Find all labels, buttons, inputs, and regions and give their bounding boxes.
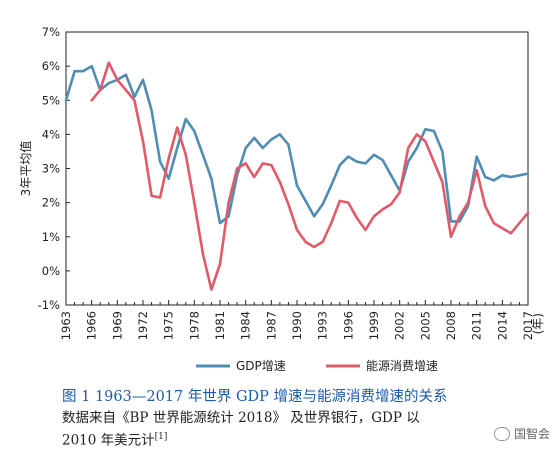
watermark-text: 国智会	[513, 427, 550, 441]
x-tick-label: 1984	[239, 311, 253, 340]
x-tick-label: 2002	[393, 311, 407, 340]
x-axis-unit-label: (年)	[531, 313, 545, 334]
plot-border	[65, 31, 529, 306]
y-tick-label: 6%	[42, 59, 60, 73]
x-tick-label: 1993	[316, 311, 330, 340]
x-tick-label: 1975	[162, 311, 176, 340]
legend: GDP增速 能源消费增速	[196, 359, 438, 373]
x-tick-label: 2005	[418, 311, 432, 340]
y-tick-label: -1%	[38, 298, 60, 312]
energy-growth-line	[90, 61, 530, 291]
gdp-growth-line	[64, 64, 530, 225]
x-tick-label: 1999	[367, 311, 381, 340]
y-axis-title: 3年平均值	[18, 141, 33, 197]
watermark: 国智会	[493, 425, 550, 442]
x-tick-label: 2014	[495, 311, 509, 340]
x-tick-label: 1963	[59, 311, 73, 340]
chat-bubble-icon	[493, 426, 510, 441]
x-tick-label: 1972	[136, 311, 150, 340]
x-tick-label: 1990	[290, 311, 304, 340]
source-note-line-1: 数据来自《BP 世界能源统计 2018》 及世界银行，GDP 以	[62, 410, 420, 426]
x-tick-label: 2017	[521, 311, 535, 340]
y-axis: -1% 0% 1% 2% 3% 4% 5% 6% 7%	[38, 25, 70, 312]
x-tick-label: 1978	[187, 311, 201, 340]
series-lines	[64, 61, 530, 291]
x-tick-label: 1981	[213, 311, 227, 340]
x-tick-label: 2008	[444, 311, 458, 340]
source-reference: [1]	[154, 432, 168, 442]
source-note-line-2: 2010 年美元计[1]	[62, 428, 532, 451]
y-tick-label: 0%	[42, 264, 60, 278]
chart: -1% 0% 1% 2% 3% 4% 5% 6% 7% 1963 1966 1969 1972 1975…	[18, 25, 545, 373]
x-tick-label: 1966	[85, 311, 99, 340]
y-tick-label: 5%	[42, 93, 60, 107]
x-tick-label: 2011	[470, 311, 484, 340]
x-tick-label: 1987	[264, 311, 278, 340]
y-tick-label: 3%	[42, 162, 60, 176]
source-note-text: 2010 年美元计	[62, 432, 155, 449]
x-tick-label: 1996	[341, 311, 355, 340]
x-tick-label: 1969	[110, 311, 124, 340]
legend-energy-label: 能源消费增速	[366, 359, 438, 373]
figure-caption: 图 1 1963—2017 年世界 GDP 增速与能源消费增速的关系	[62, 389, 448, 405]
plot-frame	[65, 31, 529, 306]
legend-gdp-label: GDP增速	[236, 359, 286, 373]
y-tick-label: 7%	[42, 25, 60, 39]
x-axis: 1963 1966 1969 1972 1975 1978 1981 1984 1987 1990…	[59, 300, 535, 340]
y-tick-label: 1%	[42, 230, 60, 244]
y-tick-label: 2%	[42, 196, 60, 210]
y-tick-label: 4%	[42, 127, 60, 141]
